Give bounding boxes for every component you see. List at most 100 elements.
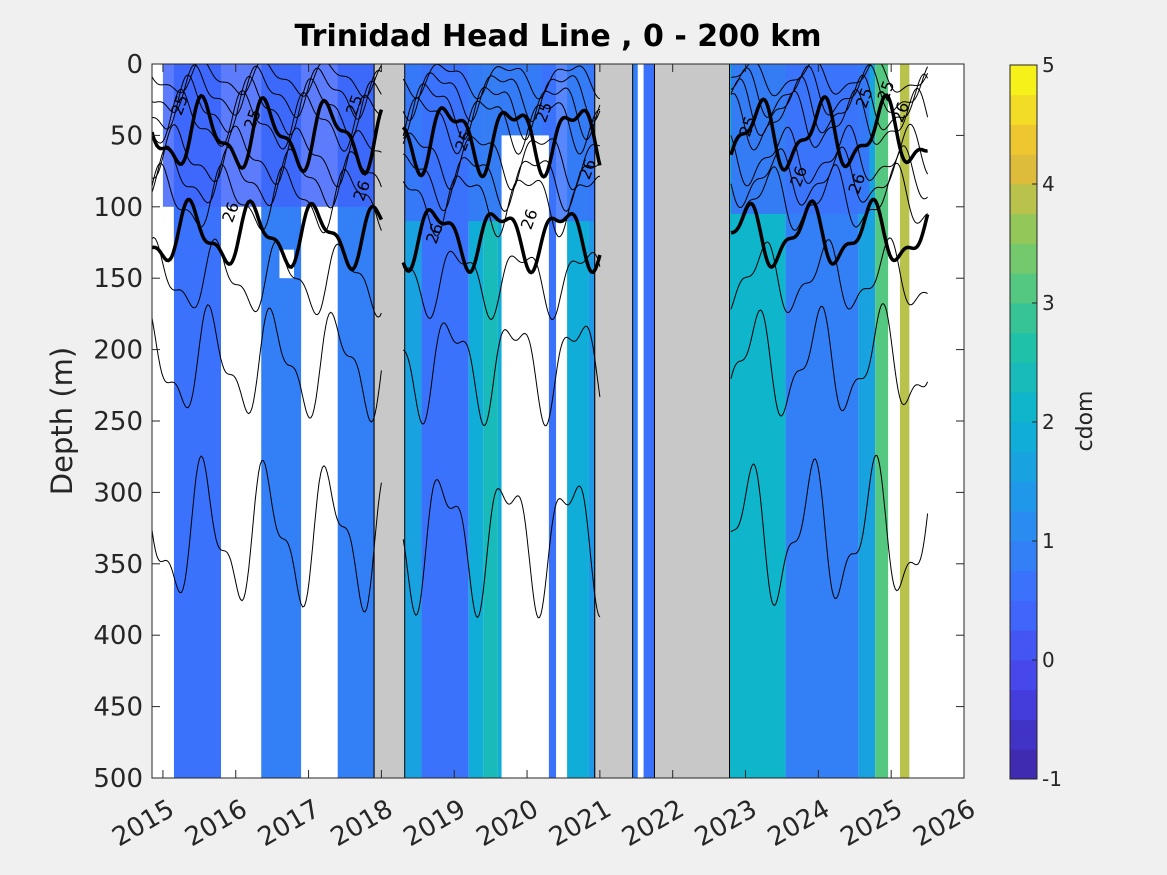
contour-thin-1-2 xyxy=(402,83,601,141)
data-band-9 xyxy=(483,64,498,778)
colorbar-level xyxy=(1010,481,1037,512)
contour-thin-1-1 xyxy=(402,72,601,123)
colorbar-level xyxy=(1010,154,1037,185)
colorbar-level xyxy=(1010,451,1037,482)
contour-bold-0-0 xyxy=(152,93,384,176)
x-tick-label: 2017 xyxy=(253,794,325,853)
y-tick-label: 100 xyxy=(93,193,143,223)
y-tick-label: 0 xyxy=(126,50,143,80)
colorbar-level xyxy=(1010,600,1037,631)
missing-patch-1 xyxy=(221,235,244,778)
no-data-band-5 xyxy=(373,64,406,778)
data-band-22 xyxy=(875,64,889,778)
contour-bold-0-1 xyxy=(152,197,383,272)
x-tick-label: 2020 xyxy=(471,794,543,853)
y-tick-label: 450 xyxy=(93,693,143,723)
contour-bold-1-0 xyxy=(401,106,602,179)
colorbar-tick-label: 4 xyxy=(1042,172,1055,196)
contour-thin-1-5 xyxy=(402,153,601,212)
colorbar-level xyxy=(1010,243,1037,274)
y-tick-label: 400 xyxy=(93,621,143,651)
contour-thin-0-6 xyxy=(152,162,382,234)
colorbar xyxy=(1009,64,1038,780)
contour-bold-2-0 xyxy=(729,93,928,172)
contour-thin-1-4 xyxy=(402,132,600,191)
contour-thin-0-0 xyxy=(152,64,382,99)
contour-thin-2-4 xyxy=(730,123,929,187)
contour-thin-2-1 xyxy=(730,64,929,118)
contour-thin-1-0 xyxy=(402,64,601,100)
y-tick-label: 300 xyxy=(93,478,143,508)
y-axis-label: Depth (m) xyxy=(45,347,79,495)
x-tick-label: 2022 xyxy=(617,794,689,853)
colorbar-level xyxy=(1010,362,1037,393)
x-tick-label: 2021 xyxy=(544,794,616,853)
missing-patch-0 xyxy=(152,249,174,778)
contour-thin-0-4 xyxy=(152,124,382,188)
contour-thin-1-7 xyxy=(403,250,601,321)
y-tick-label: 350 xyxy=(93,550,143,580)
x-tick-label: 2016 xyxy=(180,794,252,853)
contour-thin-2-8 xyxy=(730,302,929,417)
contour-bold-1-1 xyxy=(401,208,602,275)
colorbar-level xyxy=(1010,541,1037,572)
data-band-14 xyxy=(588,64,595,778)
x-tick-label: 2018 xyxy=(326,794,398,853)
colorbar-label: cdom xyxy=(1073,391,1098,452)
y-tick-label: 200 xyxy=(93,336,143,366)
y-axis: 0 50 100 150 200 250 300 350 400 450 500 xyxy=(93,50,964,794)
colorbar-tick-label: -1 xyxy=(1042,767,1062,791)
x-tick-label: 2023 xyxy=(690,794,762,853)
colorbar-tick-label: 5 xyxy=(1042,53,1055,77)
contour-thin-0-9 xyxy=(152,455,382,613)
contour-bold-2-1 xyxy=(730,197,930,270)
colorbar-level xyxy=(1010,213,1037,244)
contour-thin-0-8 xyxy=(152,304,382,423)
colorbar-tick-label: 0 xyxy=(1042,648,1055,672)
contour-thin-1-9 xyxy=(402,478,601,619)
chart-title: Trinidad Head Line , 0 - 200 km xyxy=(294,19,821,54)
missing-patch-4 xyxy=(501,135,549,778)
y-tick-label: 500 xyxy=(93,764,143,794)
colorbar-level xyxy=(1010,689,1037,720)
y-tick-label: 250 xyxy=(93,407,143,437)
contour-thin-0-3 xyxy=(152,88,382,152)
contour-thin-1-8 xyxy=(402,322,601,427)
x-tick-label: 2026 xyxy=(908,794,980,853)
x-tick-label: 2019 xyxy=(399,794,471,853)
data-band-23 xyxy=(888,64,900,778)
contour-thin-0-1 xyxy=(152,64,382,120)
colorbar-level xyxy=(1010,660,1037,691)
colorbar-level xyxy=(1010,273,1037,304)
colorbar-tick-label: 2 xyxy=(1042,410,1055,434)
x-tick-label: 2015 xyxy=(107,794,179,853)
colorbar-level xyxy=(1010,184,1037,215)
colorbar-tick-label: 1 xyxy=(1042,529,1055,553)
colorbar-tick-label: 3 xyxy=(1042,291,1055,315)
colorbar-level xyxy=(1010,570,1037,601)
colorbar-level xyxy=(1010,630,1037,661)
y-tick-label: 50 xyxy=(110,121,143,151)
colorbar-level xyxy=(1010,65,1037,96)
colorbar-level xyxy=(1010,719,1037,750)
colorbar-level xyxy=(1010,332,1037,363)
surface-layer-0 xyxy=(162,64,382,207)
data-band-21 xyxy=(858,64,876,778)
x-tick-label: 2025 xyxy=(836,794,908,853)
missing-patch-2 xyxy=(301,349,320,778)
colorbar-level xyxy=(1010,94,1037,125)
y-tick-label: 150 xyxy=(93,264,143,294)
colorbar-ticks: -1 0 1 2 3 4 5 xyxy=(1032,53,1062,791)
data-band-12 xyxy=(556,64,568,778)
contour-thin-2-9 xyxy=(730,454,929,607)
no-data-band-15 xyxy=(594,64,634,778)
data-band-17 xyxy=(643,64,655,778)
contour-thin-2-6 xyxy=(730,162,928,234)
data-band-16 xyxy=(632,64,638,778)
colorbar-level xyxy=(1010,511,1037,542)
x-tick-label: 2024 xyxy=(763,794,835,853)
surface-layer-2 xyxy=(730,64,870,214)
colorbar-level xyxy=(1010,392,1037,423)
